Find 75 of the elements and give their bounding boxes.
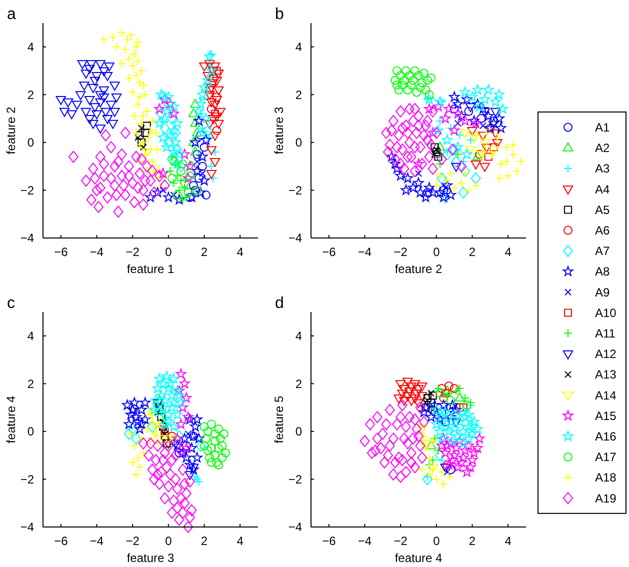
x-tick-label: −6 [322, 534, 336, 548]
y-tick-label: 4 [295, 40, 302, 54]
y-tick-label: 2 [295, 376, 302, 391]
legend-label: A8 [595, 264, 610, 279]
x-tick-label: 0 [165, 534, 172, 548]
x-axis-title: feature 4 [394, 551, 443, 565]
x-tick-label: 4 [504, 534, 512, 548]
y-tick-label: 4 [27, 40, 34, 54]
y-tick-label: −4 [20, 520, 34, 534]
y-tick-label: −4 [288, 520, 302, 534]
legend-label: A11 [595, 326, 616, 340]
legend-label: A15 [595, 408, 617, 423]
legend-label: A19 [595, 491, 617, 506]
y-tick-label: −2 [20, 472, 34, 486]
y-tick-label: 2 [295, 88, 302, 102]
y-tick-label: 2 [27, 88, 34, 102]
legend-label: A17 [595, 450, 617, 464]
legend-label: A5 [595, 202, 610, 217]
y-tick-label: −4 [20, 231, 34, 246]
y-tick-label: 2 [27, 376, 34, 391]
x-tick-label: 2 [200, 534, 208, 548]
y-axis-title: feature 3 [272, 106, 286, 154]
y-tick-label: 0 [295, 424, 302, 439]
legend-label: A1 [595, 120, 610, 134]
y-axis-title: feature 5 [272, 395, 286, 444]
y-tick-label: 0 [27, 136, 34, 150]
x-tick-label: 2 [468, 534, 476, 548]
legend-label: A18 [595, 470, 617, 485]
legend-label: A10 [595, 306, 617, 320]
y-tick-label: −4 [288, 231, 302, 246]
x-tick-label: 4 [504, 245, 512, 259]
x-tick-label: −6 [54, 534, 68, 548]
x-axis-title: feature 1 [126, 262, 175, 276]
chart-title: b [275, 6, 284, 23]
legend-label: A14 [595, 388, 617, 402]
y-tick-label: −2 [288, 472, 302, 486]
x-tick-label: −2 [126, 534, 140, 548]
x-tick-label: −2 [126, 245, 140, 259]
y-axis-title: feature 2 [4, 106, 18, 154]
x-tick-label: −4 [90, 534, 104, 548]
x-tick-label: 2 [468, 245, 476, 259]
x-tick-label: −2 [394, 245, 408, 259]
legend-label: A16 [595, 430, 617, 444]
x-tick-label: −6 [322, 245, 336, 259]
y-tick-label: −2 [288, 183, 302, 198]
y-tick-label: −2 [20, 183, 34, 198]
y-axis-title: feature 4 [4, 395, 18, 444]
chart-title: d [275, 295, 284, 312]
x-tick-label: 2 [200, 245, 208, 259]
chart-title: a [7, 6, 16, 23]
y-tick-label: 4 [295, 329, 302, 344]
legend-label: A2 [595, 141, 610, 156]
x-tick-label: 0 [433, 245, 440, 259]
x-tick-label: −2 [394, 534, 408, 548]
x-axis-title: feature 3 [126, 551, 175, 565]
x-axis-title: feature 2 [394, 262, 443, 276]
x-tick-label: 0 [433, 534, 440, 548]
x-tick-label: 4 [236, 245, 244, 259]
chart-title: c [7, 295, 15, 312]
x-tick-label: −6 [54, 245, 68, 259]
y-tick-label: 0 [295, 136, 302, 150]
legend-label: A13 [595, 368, 617, 382]
legend-label: A4 [595, 182, 610, 196]
x-tick-label: −4 [358, 534, 372, 548]
y-tick-label: 4 [27, 329, 34, 344]
legend-label: A9 [595, 285, 610, 300]
x-tick-label: 0 [165, 245, 172, 259]
x-tick-label: 4 [236, 534, 244, 548]
legend-label: A3 [595, 162, 610, 176]
legend-label: A6 [595, 224, 610, 238]
x-tick-label: −4 [90, 245, 104, 259]
y-tick-label: 0 [27, 424, 34, 439]
x-tick-label: −4 [358, 245, 372, 259]
legend-label: A12 [595, 347, 617, 362]
legend-label: A7 [595, 244, 610, 258]
